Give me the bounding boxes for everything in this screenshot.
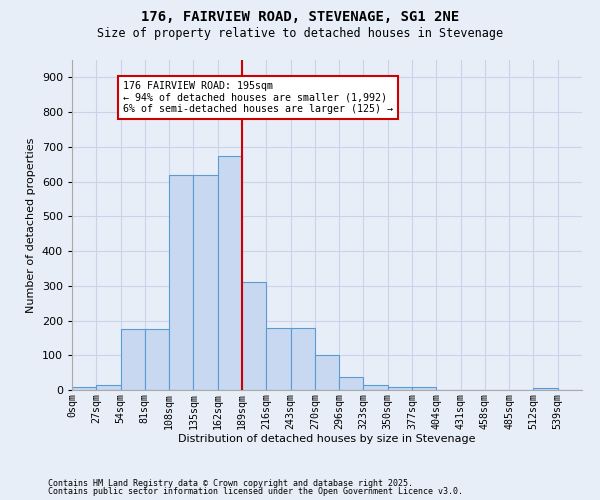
Bar [242, 282, 266, 390]
Bar [121, 329, 145, 390]
Bar [315, 356, 339, 390]
Bar [72, 387, 96, 390]
Text: 176, FAIRVIEW ROAD, STEVENAGE, SG1 2NE: 176, FAIRVIEW ROAD, STEVENAGE, SG1 2NE [141, 10, 459, 24]
Bar [218, 156, 242, 390]
Bar [412, 386, 436, 390]
Text: 176 FAIRVIEW ROAD: 195sqm
← 94% of detached houses are smaller (1,992)
6% of sem: 176 FAIRVIEW ROAD: 195sqm ← 94% of detac… [123, 81, 393, 114]
Bar [533, 388, 558, 390]
Bar [339, 377, 364, 390]
Bar [290, 328, 315, 390]
Bar [193, 174, 218, 390]
Bar [388, 386, 412, 390]
Bar [96, 386, 121, 390]
Y-axis label: Number of detached properties: Number of detached properties [26, 138, 36, 312]
Text: Size of property relative to detached houses in Stevenage: Size of property relative to detached ho… [97, 28, 503, 40]
Bar [266, 328, 290, 390]
Text: Contains HM Land Registry data © Crown copyright and database right 2025.: Contains HM Land Registry data © Crown c… [48, 478, 413, 488]
Bar [145, 329, 169, 390]
X-axis label: Distribution of detached houses by size in Stevenage: Distribution of detached houses by size … [178, 434, 476, 444]
Bar [169, 174, 193, 390]
Text: Contains public sector information licensed under the Open Government Licence v3: Contains public sector information licen… [48, 487, 463, 496]
Bar [364, 385, 388, 390]
